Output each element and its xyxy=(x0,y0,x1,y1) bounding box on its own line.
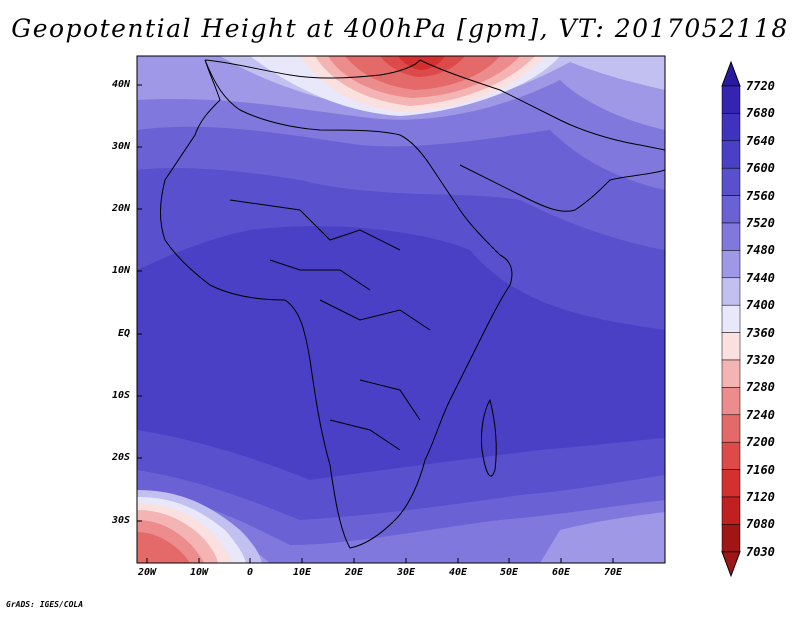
credit-text: GrADS: IGES/COLA xyxy=(6,600,84,609)
lon-label: 60E xyxy=(551,567,571,578)
plot-frame xyxy=(136,55,666,564)
colorbar-box xyxy=(721,441,741,470)
colorbar-label: 7680 xyxy=(746,106,775,121)
colorbar-box xyxy=(721,387,741,416)
africa-coast xyxy=(160,59,513,549)
colorbar-label: 7600 xyxy=(746,161,775,176)
colorbar-box xyxy=(721,359,741,388)
colorbar-box xyxy=(721,167,741,196)
colorbar-label: 7240 xyxy=(746,407,775,422)
map-title: Geopotential Height at 400hPa [gpm], VT:… xyxy=(11,14,789,43)
colorbar-label: 7200 xyxy=(746,435,775,450)
lat-label: 30S xyxy=(111,515,130,526)
colorbar-box xyxy=(721,304,741,333)
colorbar-bottom-arrow xyxy=(721,551,741,578)
colorbar-box xyxy=(721,469,741,498)
lon-label: 10W xyxy=(189,567,209,578)
band-7120 xyxy=(398,56,445,70)
country-borders xyxy=(229,199,431,451)
colorbar-label: 7520 xyxy=(746,216,775,230)
lon-ticks xyxy=(146,558,614,563)
colorbar-label: 7480 xyxy=(746,243,775,258)
lat-label: 20S xyxy=(111,452,130,463)
colorbar-label: 7720 xyxy=(746,79,775,93)
colorbar-box xyxy=(721,524,741,553)
lat-label: 10N xyxy=(111,265,130,276)
lon-label: 0 xyxy=(246,567,254,578)
height-field xyxy=(137,56,665,563)
lon-label: 70E xyxy=(603,567,623,578)
colorbar-top-arrow xyxy=(721,60,741,87)
colorbar-box xyxy=(721,222,741,251)
colorbar-label: 7320 xyxy=(746,353,775,367)
colorbar-box xyxy=(721,85,741,114)
colorbar-label: 7080 xyxy=(746,517,775,532)
lon-label: 30E xyxy=(396,567,416,578)
band-7200-south xyxy=(137,532,190,563)
colorbar-box xyxy=(721,140,741,169)
colorbar-box xyxy=(721,496,741,525)
lat-label: EQ xyxy=(117,328,130,339)
lat-label: 40N xyxy=(111,79,130,90)
lon-label: 10E xyxy=(292,567,312,578)
band-7480-south xyxy=(137,490,665,563)
lon-label: 20E xyxy=(344,567,364,578)
colorbar-box xyxy=(721,113,741,142)
lon-label: 40E xyxy=(448,567,468,578)
lat-label: 10S xyxy=(111,390,130,401)
colorbar-box xyxy=(721,277,741,306)
lat-ticks xyxy=(137,84,142,522)
colorbar-box xyxy=(721,195,741,224)
coastlines xyxy=(160,59,665,549)
colorbar-label: 7030 xyxy=(746,544,775,559)
colorbar-box xyxy=(721,332,741,361)
europe-coast xyxy=(204,59,421,79)
colorbar-label: 7360 xyxy=(746,325,775,340)
colorbar-label: 7640 xyxy=(746,133,775,148)
lon-label: 20W xyxy=(137,567,157,578)
lat-label: 20N xyxy=(111,203,130,214)
colorbar-box xyxy=(721,414,741,443)
colorbar-label: 7160 xyxy=(746,462,775,477)
colorbar-box xyxy=(721,250,741,279)
colorbar-label: 7400 xyxy=(746,298,775,313)
colorbar-label: 7560 xyxy=(746,188,775,203)
colorbar-label: 7280 xyxy=(746,380,775,395)
madagascar-coast xyxy=(481,398,497,477)
colorbar-label: 7120 xyxy=(746,490,775,504)
arabia-coast xyxy=(459,164,665,212)
lat-label: 30N xyxy=(111,141,130,152)
lon-label: 50E xyxy=(499,567,519,578)
colorbar-label: 7440 xyxy=(746,270,775,285)
asia-coast xyxy=(419,59,665,151)
colorbar xyxy=(721,60,741,578)
